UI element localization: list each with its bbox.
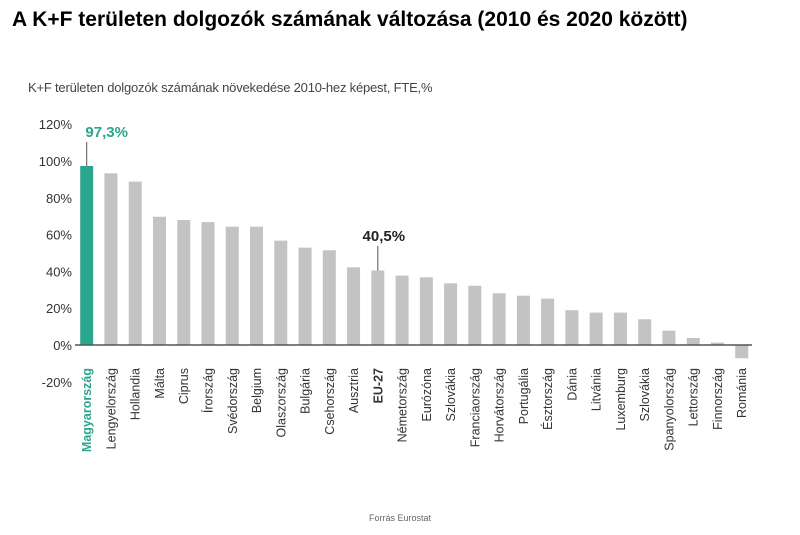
x-tick-label: Svédország: [226, 368, 240, 434]
bar: [686, 338, 700, 345]
bar: [177, 220, 191, 345]
x-tick-label: Spanyolország: [662, 368, 676, 451]
bar: [152, 216, 166, 345]
bar: [298, 247, 312, 345]
bar: [492, 293, 506, 345]
bar: [613, 312, 627, 345]
bar: [395, 275, 409, 345]
x-tick-label: Málta: [153, 368, 167, 399]
bar: [201, 222, 215, 345]
x-tick-label: Lengyelország: [104, 368, 118, 449]
x-tick-label: Ausztria: [347, 368, 361, 413]
x-tick-label: Olaszország: [274, 368, 288, 438]
x-tick-label: Románia: [735, 368, 749, 418]
bar: [371, 270, 385, 345]
y-tick-label: 80%: [46, 191, 72, 206]
x-tick-label: Litvánia: [590, 368, 604, 411]
source-note: Forrás Eurostat: [368, 513, 432, 523]
y-tick-label: 40%: [46, 264, 72, 279]
x-tick-label: Ciprus: [177, 368, 191, 404]
bar: [735, 345, 749, 359]
bar: [541, 298, 555, 345]
bar: [419, 277, 433, 345]
bar: [274, 240, 288, 345]
x-tick-label: Belgium: [250, 368, 264, 413]
chart-subtitle: K+F területen dolgozók számának növekedé…: [28, 80, 433, 95]
bar: [516, 295, 530, 345]
annotation-label: 40,5%: [363, 228, 406, 245]
x-tick-label: Csehország: [323, 368, 337, 435]
bar: [662, 330, 676, 345]
bar: [322, 250, 336, 345]
x-tick-label: EU-27: [371, 368, 385, 403]
bar: [565, 310, 579, 345]
x-tick-label: Dánia: [565, 368, 579, 401]
y-tick-label: 100%: [39, 154, 73, 169]
x-tick-label: Németország: [396, 368, 410, 442]
bar: [589, 312, 603, 345]
bar: [710, 342, 724, 345]
bar: [468, 285, 482, 345]
annotation-label: 97,3%: [85, 124, 128, 141]
bar: [444, 283, 458, 345]
bar: [347, 267, 361, 345]
x-tick-label: Eurózóna: [420, 368, 434, 422]
x-tick-label: Lettország: [687, 368, 701, 426]
bar: [225, 226, 239, 345]
y-tick-label: 120%: [39, 117, 73, 132]
bar: [128, 181, 142, 345]
x-tick-label: Magyarország: [80, 368, 94, 452]
x-tick-label: Szlovákia: [638, 368, 652, 422]
x-tick-label: Portugália: [517, 368, 531, 424]
x-tick-label: Finnország: [711, 368, 725, 430]
x-tick-label: Szlovákia: [444, 368, 458, 422]
y-tick-label: 0%: [53, 338, 72, 353]
x-tick-label: Hollandia: [129, 368, 143, 420]
y-tick-label: 60%: [46, 228, 72, 243]
bar: [80, 165, 94, 345]
bar: [250, 226, 264, 345]
x-tick-label: Bulgária: [299, 368, 313, 414]
x-tick-label: Írország: [201, 368, 216, 413]
x-tick-label: Franciaország: [468, 368, 482, 447]
y-tick-label: -20%: [42, 375, 73, 390]
x-tick-label: Horvátország: [493, 368, 507, 442]
y-tick-label: 20%: [46, 301, 72, 316]
bar: [104, 173, 118, 345]
x-tick-label: Észtország: [540, 368, 555, 430]
page-title: A K+F területen dolgozók számának változ…: [12, 8, 688, 31]
x-tick-label: Luxemburg: [614, 368, 628, 431]
bar: [638, 319, 652, 345]
